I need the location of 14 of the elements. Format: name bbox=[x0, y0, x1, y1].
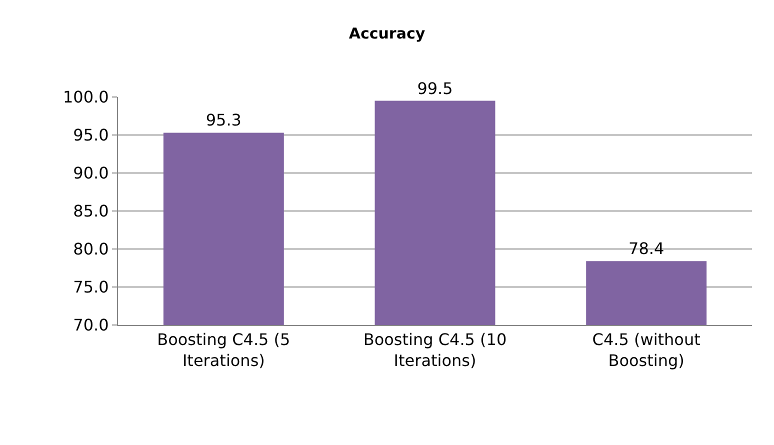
data-label: 99.5 bbox=[417, 78, 453, 98]
data-label: 78.4 bbox=[628, 239, 664, 258]
y-tick-label: 75.0 bbox=[73, 278, 109, 297]
y-tick-label: 100.0 bbox=[62, 88, 109, 107]
x-tick-label: C4.5 (without Boosting) bbox=[592, 330, 700, 370]
y-tick-label: 90.0 bbox=[73, 164, 109, 183]
y-tick-label: 95.0 bbox=[73, 126, 109, 145]
data-label: 95.3 bbox=[206, 110, 242, 130]
y-tick-label: 70.0 bbox=[73, 316, 109, 335]
y-tick-label: 80.0 bbox=[73, 240, 109, 259]
x-tick-label: Boosting C4.5 (5 Iterations) bbox=[157, 330, 290, 370]
y-tick-label: 85.0 bbox=[73, 202, 109, 221]
chart-title: Accuracy bbox=[348, 24, 426, 42]
x-tick-label: Boosting C4.5 (10 Iterations) bbox=[363, 330, 507, 370]
